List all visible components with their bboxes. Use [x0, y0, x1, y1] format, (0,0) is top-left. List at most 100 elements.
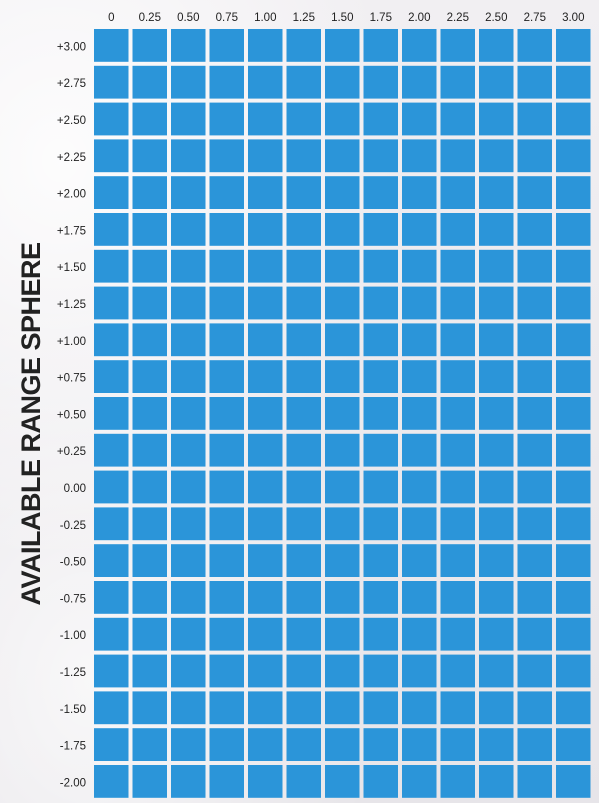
range-cell — [209, 360, 244, 393]
range-cell — [325, 654, 360, 688]
range-cell — [440, 470, 475, 504]
range-cell — [363, 323, 398, 357]
range-cell — [363, 397, 398, 430]
range-cell — [325, 360, 360, 393]
range-cell — [363, 102, 398, 136]
range-cell — [325, 544, 360, 577]
range-cell — [248, 765, 283, 798]
range-cell — [171, 286, 206, 320]
range-cell — [248, 139, 283, 173]
range-cell — [325, 691, 360, 725]
range-cell — [363, 433, 398, 467]
range-cell — [402, 617, 437, 651]
range-cell — [363, 176, 398, 209]
range-cell — [94, 213, 129, 246]
range-cell — [248, 617, 283, 651]
y-tick-label: -1.75 — [60, 741, 86, 753]
y-tick-label: +1.25 — [57, 299, 86, 311]
range-cell — [440, 213, 475, 246]
range-cell — [402, 691, 437, 725]
range-cell — [248, 544, 283, 577]
range-cell — [556, 470, 591, 504]
range-cell — [171, 617, 206, 651]
range-cell — [286, 249, 321, 283]
range-cell — [132, 360, 167, 393]
range-cell — [132, 323, 167, 357]
range-cell — [440, 581, 475, 614]
range-cell — [286, 728, 321, 761]
range-cell — [94, 102, 129, 136]
range-cell — [209, 323, 244, 357]
y-tick-label: -0.50 — [60, 557, 86, 569]
range-cell — [440, 249, 475, 283]
range-cell — [132, 286, 167, 320]
range-cell — [132, 470, 167, 504]
y-tick-label: +2.75 — [57, 78, 86, 90]
range-cell — [479, 433, 514, 467]
range-cell — [209, 544, 244, 577]
range-cell — [363, 544, 398, 577]
range-cell — [556, 654, 591, 688]
range-cell — [171, 249, 206, 283]
range-cell — [479, 360, 514, 393]
range-cell — [286, 581, 321, 614]
range-cell — [517, 765, 552, 798]
y-tick-label: +1.50 — [57, 262, 86, 274]
range-cell — [363, 765, 398, 798]
range-cell — [363, 213, 398, 246]
range-cell — [363, 360, 398, 393]
range-cell — [286, 691, 321, 725]
range-cell — [479, 102, 514, 136]
y-axis-ticks: +3.00 +2.75 +2.50 +2.25 +2.00 +1.75 +1.50 +1.25… — [57, 41, 86, 789]
range-cell — [402, 654, 437, 688]
y-tick-label: +1.00 — [57, 336, 86, 348]
range-cell — [517, 29, 552, 62]
range-cell — [363, 507, 398, 541]
range-cell — [440, 544, 475, 577]
range-cell — [440, 323, 475, 357]
range-cell — [556, 249, 591, 283]
range-cell — [517, 323, 552, 357]
range-cell — [363, 249, 398, 283]
range-cell — [286, 654, 321, 688]
range-cell — [94, 176, 129, 209]
range-cell — [286, 102, 321, 136]
range-cell — [209, 213, 244, 246]
range-cell — [325, 617, 360, 651]
range-cell — [402, 139, 437, 173]
range-cell — [517, 691, 552, 725]
x-tick-label: 1.25 — [293, 12, 315, 24]
range-cell — [517, 213, 552, 246]
range-cell — [556, 728, 591, 761]
range-cell — [248, 249, 283, 283]
range-cell — [479, 65, 514, 99]
range-cell — [286, 29, 321, 62]
range-cell — [479, 139, 514, 173]
range-cell — [440, 139, 475, 173]
x-tick-label: 1.75 — [370, 12, 392, 24]
range-cell — [132, 139, 167, 173]
range-cell — [479, 507, 514, 541]
range-cell — [94, 654, 129, 688]
y-tick-label: +0.50 — [57, 409, 86, 421]
range-cell — [94, 286, 129, 320]
range-cell — [171, 323, 206, 357]
y-tick-label: -0.75 — [60, 593, 86, 605]
range-cell — [171, 433, 206, 467]
x-tick-label: 0 — [108, 12, 114, 24]
range-cell — [402, 65, 437, 99]
range-cell — [209, 397, 244, 430]
range-cell — [171, 360, 206, 393]
range-cell — [517, 286, 552, 320]
range-cell — [94, 728, 129, 761]
range-cell — [479, 29, 514, 62]
y-tick-label: +2.00 — [57, 189, 86, 201]
range-cell — [363, 654, 398, 688]
range-cell — [517, 397, 552, 430]
range-cell — [286, 765, 321, 798]
range-cell — [517, 139, 552, 173]
range-cell — [248, 581, 283, 614]
range-cell — [402, 249, 437, 283]
x-tick-label: 2.00 — [408, 12, 430, 24]
x-tick-label: 2.75 — [524, 12, 546, 24]
